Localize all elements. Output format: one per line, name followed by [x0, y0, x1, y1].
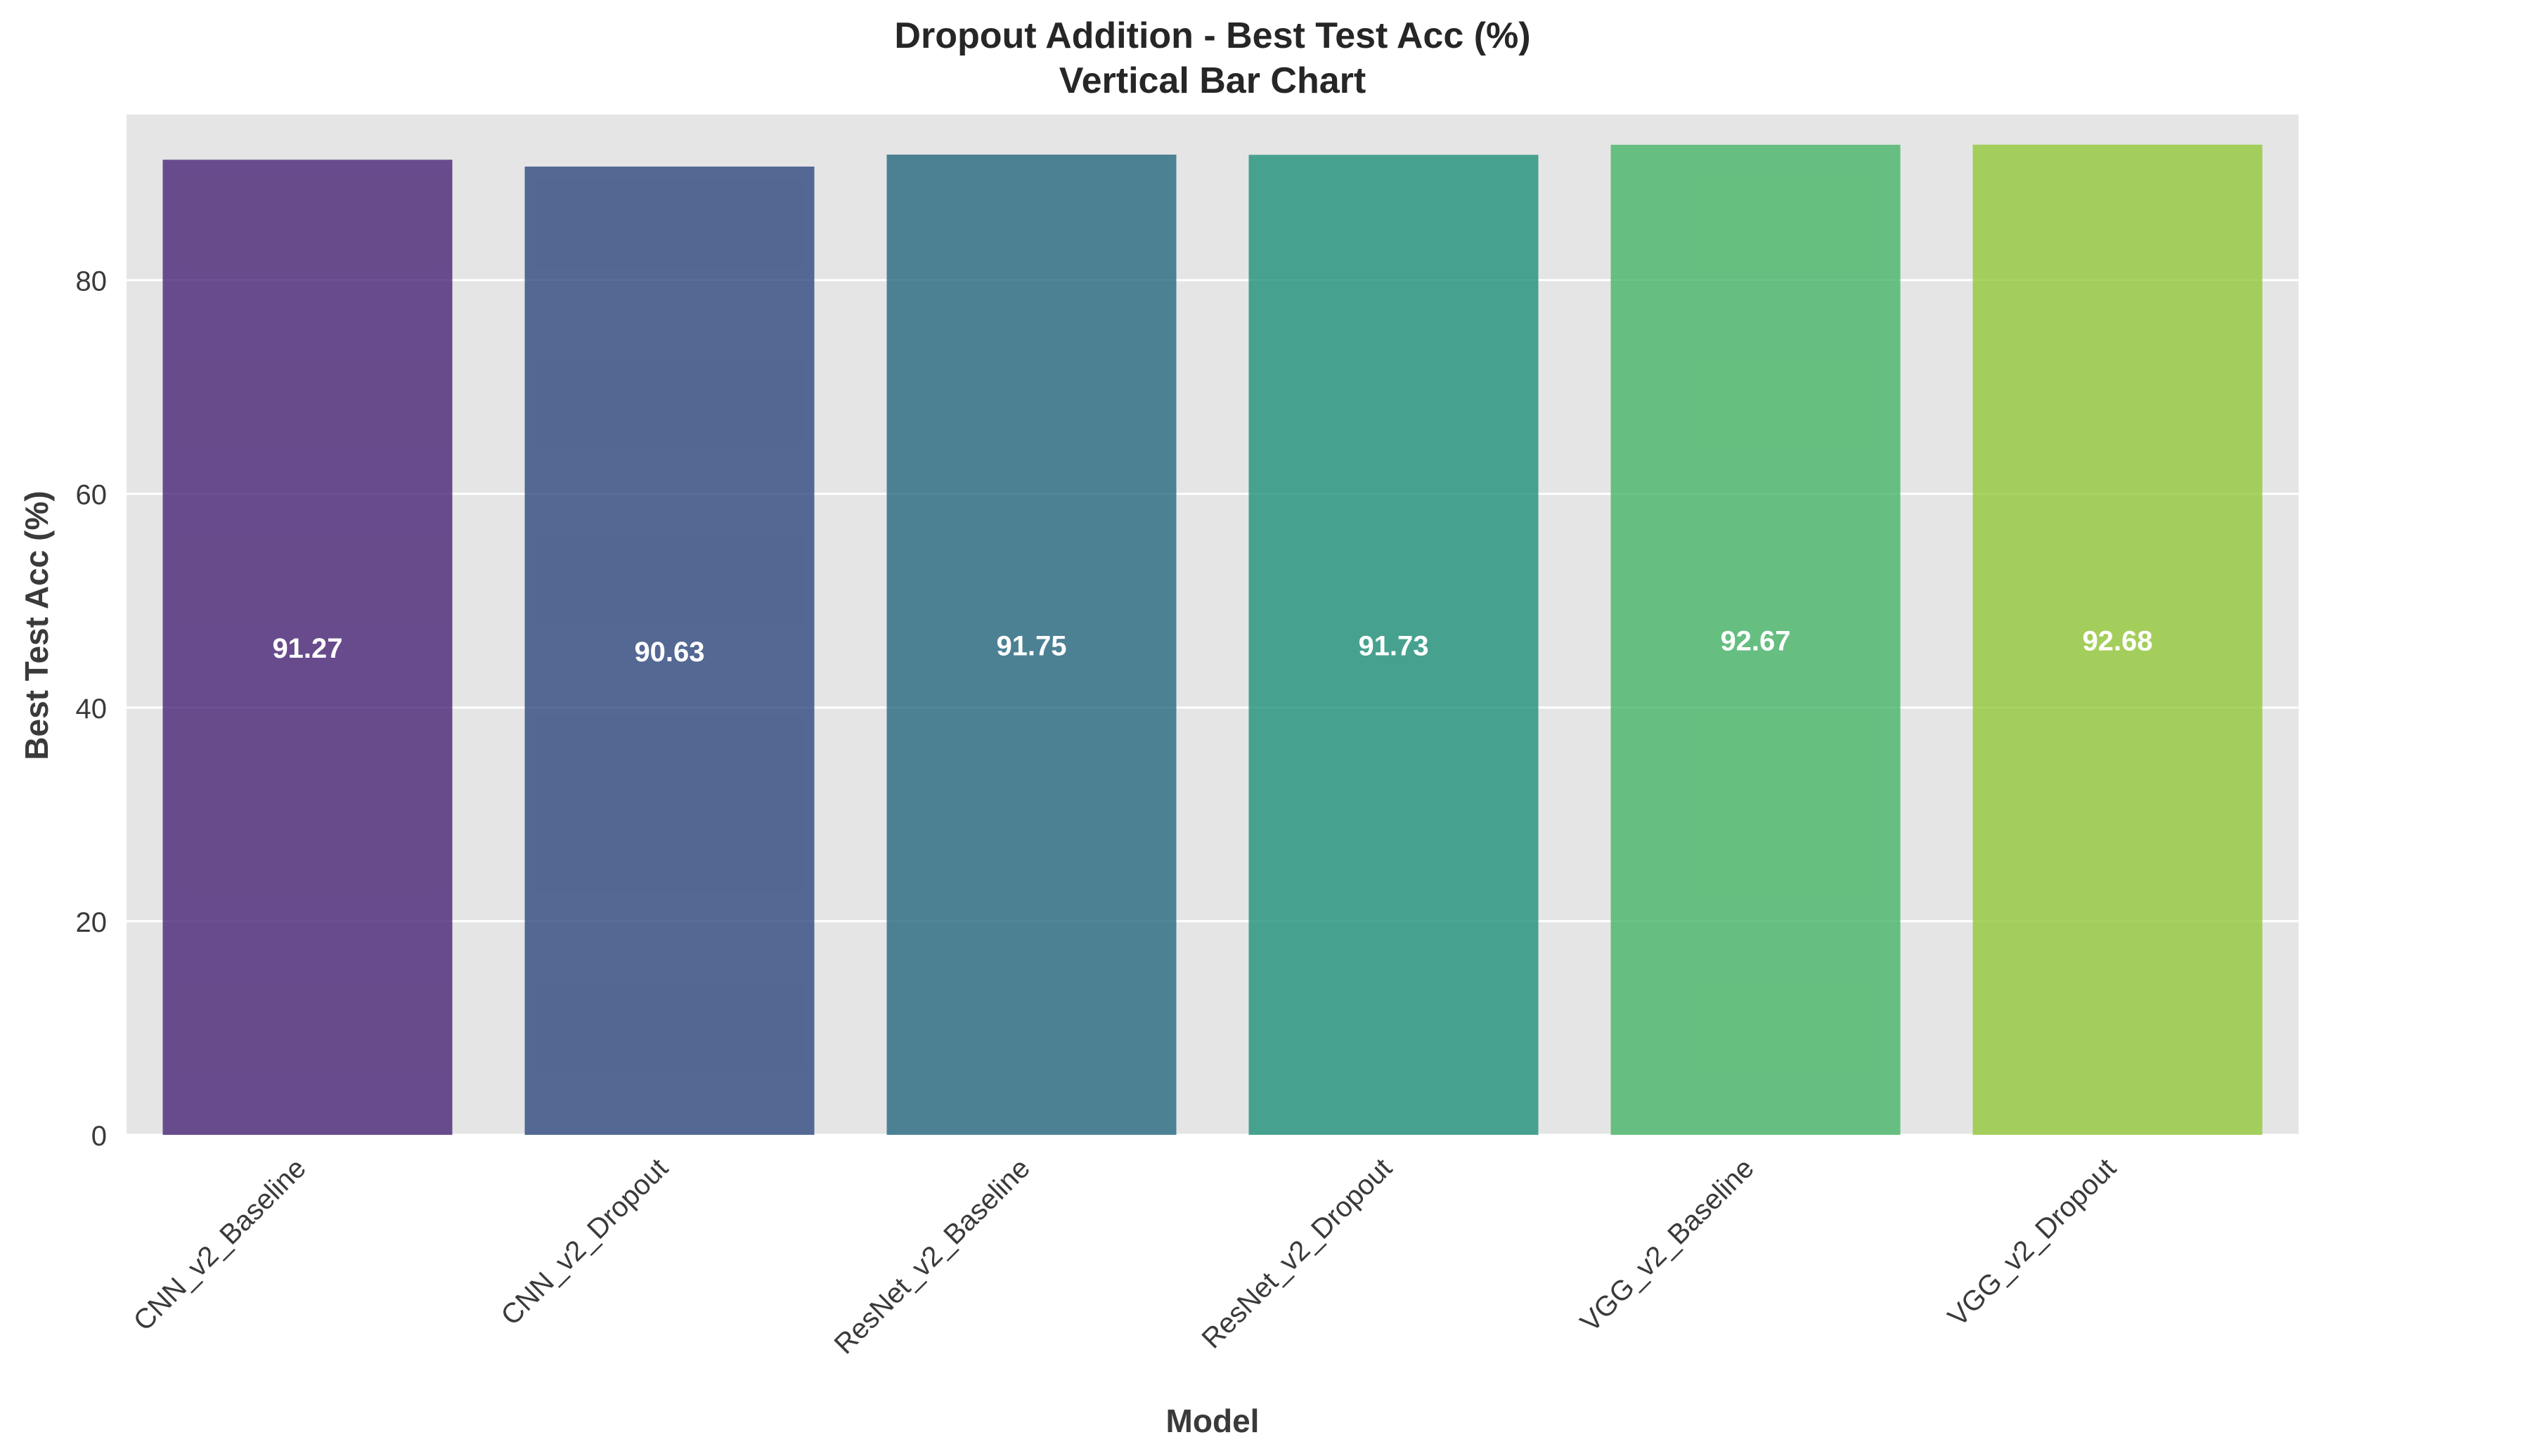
y-tick-label: 20	[76, 907, 108, 938]
x-tick-label: ResNet_v2_Baseline	[829, 1152, 1036, 1360]
bars	[162, 144, 2263, 1136]
bar-ResNet_v2_Baseline	[886, 155, 1177, 1135]
y-tick-label: 60	[76, 480, 108, 511]
bar-value-label: 92.68	[2082, 625, 2152, 656]
bar-CNN_v2_Baseline	[162, 160, 453, 1135]
y-axis-label: Best Test Acc (%)	[18, 490, 55, 760]
y-tick-label: 80	[76, 266, 108, 297]
bar-VGG_v2_Dropout	[1972, 144, 2263, 1135]
bar-value-label: 92.67	[1720, 626, 1790, 657]
y-axis-ticks: 0 20 40 60 80	[76, 266, 108, 1152]
x-tick-label: VGG_v2_Dropout	[1942, 1152, 2122, 1332]
bar-value-labels: 91.27 90.63 91.75 91.73 92.67 92.68	[272, 625, 2152, 668]
y-tick-label: 0	[91, 1121, 107, 1152]
bar-VGG_v2_Baseline	[1610, 145, 1901, 1136]
x-tick-label: CNN_v2_Baseline	[128, 1152, 312, 1337]
y-tick-label: 40	[76, 694, 108, 724]
grid-lines	[127, 279, 2299, 1136]
bar-value-label: 91.73	[1358, 631, 1428, 662]
x-tick-label: VGG_v2_Baseline	[1575, 1152, 1760, 1338]
bar-value-label: 91.75	[996, 631, 1066, 662]
bar-value-label: 90.63	[634, 637, 704, 668]
x-tick-label: CNN_v2_Dropout	[496, 1152, 674, 1331]
chart-title: Dropout Addition - Best Test Acc (%)	[894, 15, 1530, 56]
bar-ResNet_v2_Dropout	[1248, 155, 1539, 1135]
x-axis-label: Model	[1166, 1403, 1260, 1439]
x-tick-label: ResNet_v2_Dropout	[1196, 1152, 1397, 1354]
plot-area	[127, 115, 2299, 1135]
bar-CNN_v2_Dropout	[524, 167, 815, 1135]
x-axis-ticks: CNN_v2_Baseline CNN_v2_Dropout ResNet_v2_B…	[128, 1152, 2122, 1360]
bar-value-label: 91.27	[272, 633, 342, 664]
chart-subtitle: Vertical Bar Chart	[1059, 60, 1366, 101]
